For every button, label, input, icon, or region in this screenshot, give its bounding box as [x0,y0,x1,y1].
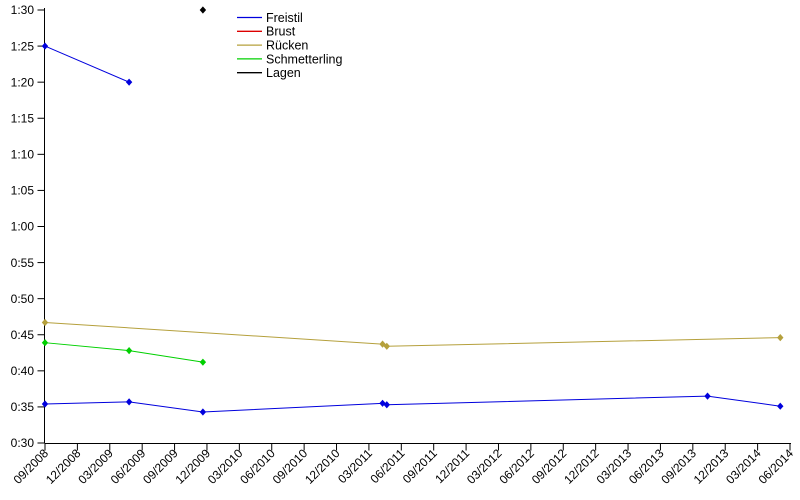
y-tick-label: 1:10 [11,148,35,162]
y-tick-label: 0:35 [11,400,35,414]
legend-label-freistil: Freistil [266,11,303,25]
legend-label-lagen: Lagen [266,66,301,80]
data-point-marker-schmetterling [125,347,133,355]
data-point-marker-r-cken [383,342,391,350]
y-tick-label: 1:15 [11,111,35,125]
y-tick-label: 0:50 [11,292,35,306]
y-tick-label: 1:00 [11,220,35,234]
y-tick-label: 0:40 [11,364,35,378]
data-point-marker-r-cken [777,334,784,342]
x-tick-label: 12/2009 [172,446,213,487]
y-tick-label: 0:55 [11,256,35,270]
legend-label-r-cken: Rücken [266,39,308,53]
x-tick-label: 06/2012 [496,446,537,487]
x-tick-label: 03/2014 [723,446,764,487]
data-point-marker-freistil [383,401,391,409]
data-point-marker-freistil [199,408,207,416]
y-tick-label: 1:20 [11,75,35,89]
data-point-marker-lagen [199,6,207,14]
x-tick-label: 09/2008 [11,446,52,487]
data-point-marker-r-cken [41,318,49,327]
x-tick-label: 09/2009 [140,446,181,487]
data-point-marker-freistil [777,402,784,410]
data-point-marker-freistil [125,78,133,86]
x-tick-label: 09/2010 [270,446,311,487]
series-line-schmetterling [44,342,203,363]
y-tick-label: 1:30 [11,3,35,17]
x-tick-label: 06/2010 [237,446,278,487]
y-tick-label: 0:30 [11,436,35,450]
y-tick-label: 1:25 [11,39,35,53]
y-tick-label: 1:05 [11,184,35,198]
x-tick-label: 03/2011 [335,446,375,486]
x-tick-label: 09/2013 [658,446,699,487]
x-tick-label: 06/2014 [756,446,797,487]
data-point-marker-freistil [704,392,711,400]
x-tick-label: 06/2011 [367,446,407,486]
x-tick-label: 12/2010 [302,446,343,487]
x-tick-label: 12/2013 [691,446,732,487]
legend-label-schmetterling: Schmetterling [266,52,342,66]
x-tick-label: 09/2012 [529,446,570,487]
series-line-r-cken [44,321,781,347]
series-line-freistil [44,45,130,83]
x-tick-label: 12/2008 [43,446,84,487]
x-tick-label: 03/2012 [464,446,505,487]
x-tick-label: 09/2011 [400,446,440,486]
data-point-marker-freistil [125,398,133,406]
x-tick-label: 06/2013 [626,446,667,487]
data-point-marker-freistil [41,400,49,408]
data-point-marker-freistil [41,42,49,50]
x-tick-label: 12/2012 [561,446,602,487]
data-point-marker-schmetterling [41,339,49,347]
y-tick-label: 0:45 [11,328,35,342]
x-tick-label: 06/2009 [108,446,149,487]
x-tick-label: 03/2010 [205,446,246,487]
legend-label-brust: Brust [266,25,296,39]
data-point-marker-schmetterling [199,358,207,366]
series-line-freistil [44,395,781,413]
x-tick-label: 03/2013 [594,446,635,487]
x-tick-label: 03/2009 [75,446,116,487]
